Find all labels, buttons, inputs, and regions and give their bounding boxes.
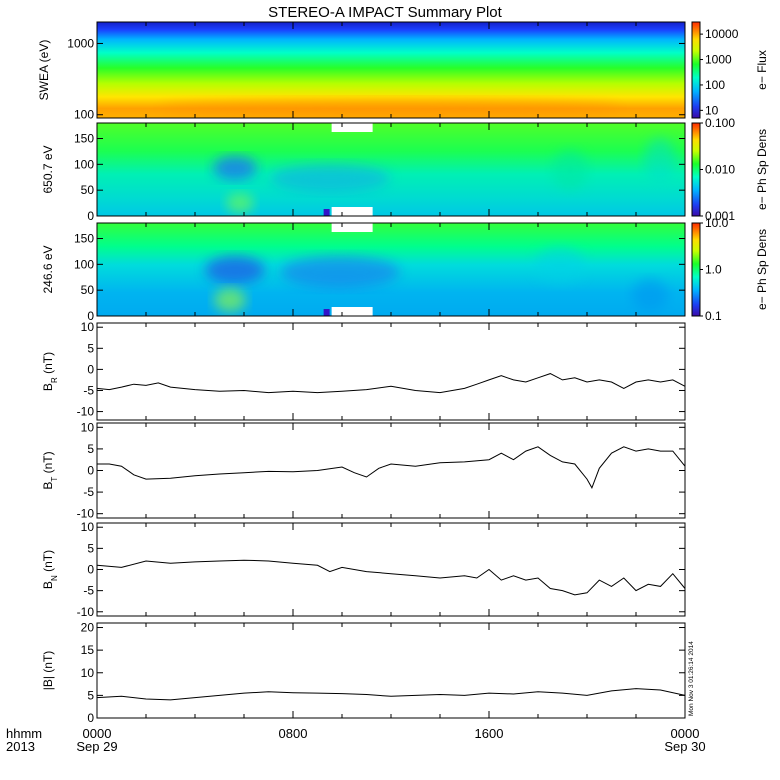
y-tick-label: 0: [87, 209, 94, 223]
date-stamp: Mon Nov 3 01:26:14 2014: [688, 641, 695, 716]
colorbar-label: e− Ph Sp Dens: [755, 229, 769, 310]
colorbar-tick-label: 0.1: [705, 309, 722, 323]
y-tick-label: 1000: [67, 36, 94, 50]
colorbar-tick-label: 1000: [705, 53, 732, 67]
y-tick-label: 10: [81, 666, 95, 680]
y-axis-label: BR (nT): [41, 352, 59, 391]
date-tick-label: Sep 30: [664, 739, 705, 754]
y-tick-label: 0: [87, 309, 94, 323]
y-axis-label: |B| (nT): [41, 651, 55, 691]
y-tick-label: 50: [81, 283, 95, 297]
y-axis-label: BN (nT): [41, 550, 59, 589]
panel-frame: [96, 522, 686, 617]
y-tick-label: 10: [81, 320, 95, 334]
colorbar-tick-label: 0.001: [705, 209, 735, 223]
data-gap-bottom: [331, 207, 373, 216]
panel-frame: [96, 322, 686, 421]
y-tick-label: 5: [87, 688, 94, 702]
y-tick-label: 100: [74, 257, 94, 271]
panel-1: 10 100 1000 10000 e− Flux 100 1000 SWEA (eV): [37, 21, 769, 122]
colorbar-tick-label: 1.0: [705, 263, 722, 277]
time-row-label: hhmm: [6, 726, 42, 741]
colorbar-label: e− Flux: [755, 50, 769, 90]
y-tick-label: 100: [74, 108, 94, 122]
colorbar-tick-label: 100: [705, 78, 725, 92]
colorbar-label: e− Ph Sp Dens: [755, 129, 769, 210]
colorbar-2: 0.001 0.010 0.100 e− Ph Sp Dens: [691, 116, 769, 223]
y-tick-label: 0: [87, 711, 94, 725]
colorbar-tick-label: 0.010: [705, 163, 735, 177]
time-tick-label: 0000: [83, 726, 112, 741]
year-label: 2013: [6, 739, 35, 754]
y-axis-label: 650.7 eV: [41, 145, 55, 193]
panel-frame: [96, 622, 686, 719]
time-tick-label: 0000: [671, 726, 700, 741]
series-line-4: [96, 373, 686, 394]
y-tick-label: -10: [77, 405, 95, 419]
series-line-5: [97, 446, 686, 489]
y-tick-label: 10: [81, 520, 95, 534]
panel-5: -10 -5 0 5 10 BT (nT): [41, 420, 686, 521]
data-gap-bottom: [331, 307, 373, 316]
figure-title: STEREO-A IMPACT Summary Plot: [268, 4, 502, 21]
panel-2: 0.001 0.010 0.100 e− Ph Sp Dens 0 50 100 150 650…: [41, 116, 769, 223]
y-tick-label: 5: [87, 341, 94, 355]
heatmap-2: [97, 123, 685, 216]
data-gap-top: [331, 223, 373, 232]
y-tick-label: -5: [83, 383, 94, 397]
panel-7: 0 5 10 15 20 |B| (nT): [41, 621, 686, 725]
panel-frame: [96, 422, 686, 519]
y-tick-label: 20: [81, 621, 95, 635]
time-tick-label: 0800: [279, 726, 308, 741]
y-tick-label: 0: [87, 464, 94, 478]
colorbar-1: 10 100 1000 10000 e− Flux: [691, 21, 769, 119]
data-gap-top: [331, 123, 373, 132]
colorbar-tick-label: 10: [705, 103, 719, 117]
series-line-6: [96, 559, 686, 596]
y-tick-label: -5: [83, 485, 94, 499]
y-tick-label: -5: [83, 584, 94, 598]
panel-4: -10 -5 0 5 10 BR (nT): [41, 320, 686, 421]
y-axis-label: SWEA (eV): [37, 40, 51, 101]
y-tick-label: 150: [74, 132, 94, 146]
panel-3: 0.1 1.0 10.0 e− Ph Sp Dens 0 50 100 150 246.6 eV: [41, 216, 769, 323]
y-tick-label: 5: [87, 541, 94, 555]
colorbar-tick-label: 10.0: [705, 216, 729, 230]
date-tick-label: Sep 29: [76, 739, 117, 754]
panel-6: -10 -5 0 5 10 BN (nT): [41, 520, 686, 619]
y-tick-label: 0: [87, 563, 94, 577]
y-tick-label: 5: [87, 442, 94, 456]
colorbar-3: 0.1 1.0 10.0 e− Ph Sp Dens: [691, 216, 769, 323]
y-tick-label: 0: [87, 362, 94, 376]
heatmap-1: [97, 22, 685, 118]
y-tick-label: -10: [77, 605, 95, 619]
heatmap-3: [97, 223, 685, 316]
y-tick-label: 10: [81, 420, 95, 434]
colorbar-tick-label: 10000: [705, 27, 739, 41]
time-tick-label: 1600: [475, 726, 504, 741]
y-axis-label: BT (nT): [41, 451, 59, 489]
y-tick-label: 15: [81, 643, 95, 657]
y-tick-label: 100: [74, 157, 94, 171]
series-line-7: [96, 688, 686, 701]
y-tick-label: -10: [77, 507, 95, 521]
y-axis-label: 246.6 eV: [41, 245, 55, 293]
y-tick-label: 150: [74, 232, 94, 246]
colorbar-tick-label: 0.100: [705, 116, 735, 130]
y-tick-label: 50: [81, 183, 95, 197]
